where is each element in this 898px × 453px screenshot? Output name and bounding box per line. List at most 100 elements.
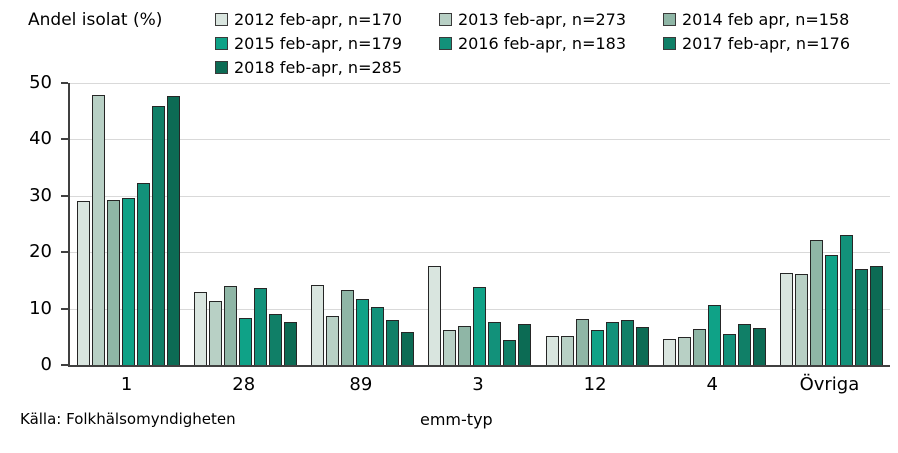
plot-area [68,83,890,367]
x-tick-label: 28 [232,374,256,395]
legend-item: 2017 feb-apr, n=176 [663,33,893,54]
bar [194,291,208,365]
legend-swatch-icon [439,13,452,26]
x-tick-label: 89 [349,374,373,395]
bar [737,324,751,365]
bar-groups [70,83,890,365]
bar-group-12 [539,83,656,365]
bar [167,95,181,365]
bar [677,337,691,365]
y-tick-mark [61,138,68,141]
y-tick-mark [61,82,68,84]
legend-item: 2018 feb-apr, n=285 [215,57,439,78]
bar [326,315,340,365]
bar [137,182,151,365]
bar [605,321,619,365]
y-axis: 0 10 20 30 40 50 [0,74,68,374]
bar-group-övriga [773,83,890,365]
bar-group-4 [656,83,773,365]
bar [590,330,604,365]
x-axis-labels: 1 28 89 3 12 4 Övriga [68,374,888,395]
bar [356,299,370,365]
bar [869,266,883,365]
gridline [70,252,890,254]
x-tick-label: 3 [472,374,484,395]
bar [458,326,472,365]
bar [635,326,649,365]
bar [824,255,838,365]
legend-swatch-icon [663,37,676,50]
legend-swatch-icon [215,61,228,74]
bar-group-1 [70,83,187,365]
bar [152,105,166,365]
bar [428,266,442,365]
x-axis-title: emm-typ [420,410,493,429]
bar [341,290,355,365]
source-note: Källa: Folkhälsomyndigheten [20,410,236,428]
bar [254,288,268,365]
x-tick-label: Övriga [799,374,860,395]
x-tick-label: 4 [706,374,718,395]
y-tick-mark [61,194,68,197]
bar [473,287,487,365]
legend-label: 2013 feb-apr, n=273 [458,10,627,29]
x-tick-label: 12 [583,374,607,395]
bar [662,339,676,365]
bar [779,272,793,365]
bar [269,314,283,365]
legend-item: 2015 feb-apr, n=179 [215,33,439,54]
bar [77,201,91,365]
bar-group-3 [421,83,538,365]
y-tick-label: 0 [40,354,52,375]
bar [209,301,223,365]
bar [488,321,502,365]
bar [224,286,238,365]
legend-label: 2017 feb-apr, n=176 [682,34,851,53]
bar [707,305,721,365]
gridline [70,83,890,84]
legend-label: 2016 feb-apr, n=183 [458,34,627,53]
bar [752,327,766,365]
legend-item: 2016 feb-apr, n=183 [439,33,663,54]
legend-swatch-icon [215,37,228,50]
bar [284,322,298,365]
bar [122,197,136,365]
legend-swatch-icon [663,13,676,26]
y-tick-mark [61,307,68,310]
x-tick-label: 1 [120,374,133,395]
bar [575,318,589,365]
legend-label: 2014 feb apr, n=158 [682,10,850,29]
gridline [70,195,890,197]
bar [401,331,415,365]
y-tick-label: 10 [29,297,52,319]
y-tick-mark [61,364,68,366]
bar [722,333,736,365]
bar [560,336,574,365]
y-tick-label: 50 [29,72,52,93]
legend-swatch-icon [215,13,228,26]
bar [107,199,121,365]
bar [692,329,706,365]
bar-group-28 [187,83,304,365]
gridline [70,139,890,141]
bar [839,235,853,365]
bar [518,323,532,365]
bar [386,319,400,365]
bar [545,335,559,365]
chart-title: Andel isolat (%) [28,10,163,30]
y-tick-label: 30 [29,184,52,206]
legend-item: 2013 feb-apr, n=273 [439,9,663,30]
bar-group-89 [304,83,421,365]
bar [620,320,634,365]
legend-swatch-icon [439,37,452,50]
legend-item: 2014 feb apr, n=158 [663,9,893,30]
bar [371,306,385,365]
bar [239,318,253,365]
bar [503,340,517,365]
legend-item: 2012 feb-apr, n=170 [215,9,439,30]
legend-label: 2012 feb-apr, n=170 [234,10,403,29]
y-tick-label: 20 [29,241,52,263]
bar [794,274,808,365]
bar [854,268,868,365]
